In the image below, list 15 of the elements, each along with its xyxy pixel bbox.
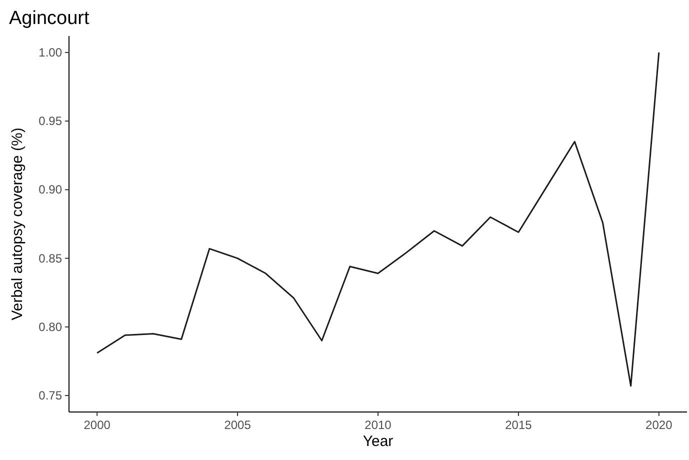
- x-tick-label: 2010: [364, 418, 392, 432]
- y-tick-label: 0.75: [38, 388, 62, 403]
- y-tick-label: 0.85: [38, 251, 62, 266]
- line-series: [96, 52, 660, 387]
- x-tick-label: 2000: [84, 418, 111, 432]
- y-tick-label: 0.95: [38, 114, 62, 128]
- x-axis-title: Year: [362, 433, 394, 450]
- x-tick-label: 2015: [505, 418, 532, 432]
- chart-title: Agincourt: [9, 8, 90, 29]
- y-tick-label: 1.00: [38, 45, 62, 60]
- y-tick-label: 0.80: [38, 320, 62, 334]
- x-tick-label: 2005: [224, 418, 252, 432]
- x-tick-label: 2020: [646, 418, 673, 432]
- y-tick-label: 0.90: [38, 182, 62, 197]
- y-axis-title: Verbal autopsy coverage (%): [9, 128, 26, 320]
